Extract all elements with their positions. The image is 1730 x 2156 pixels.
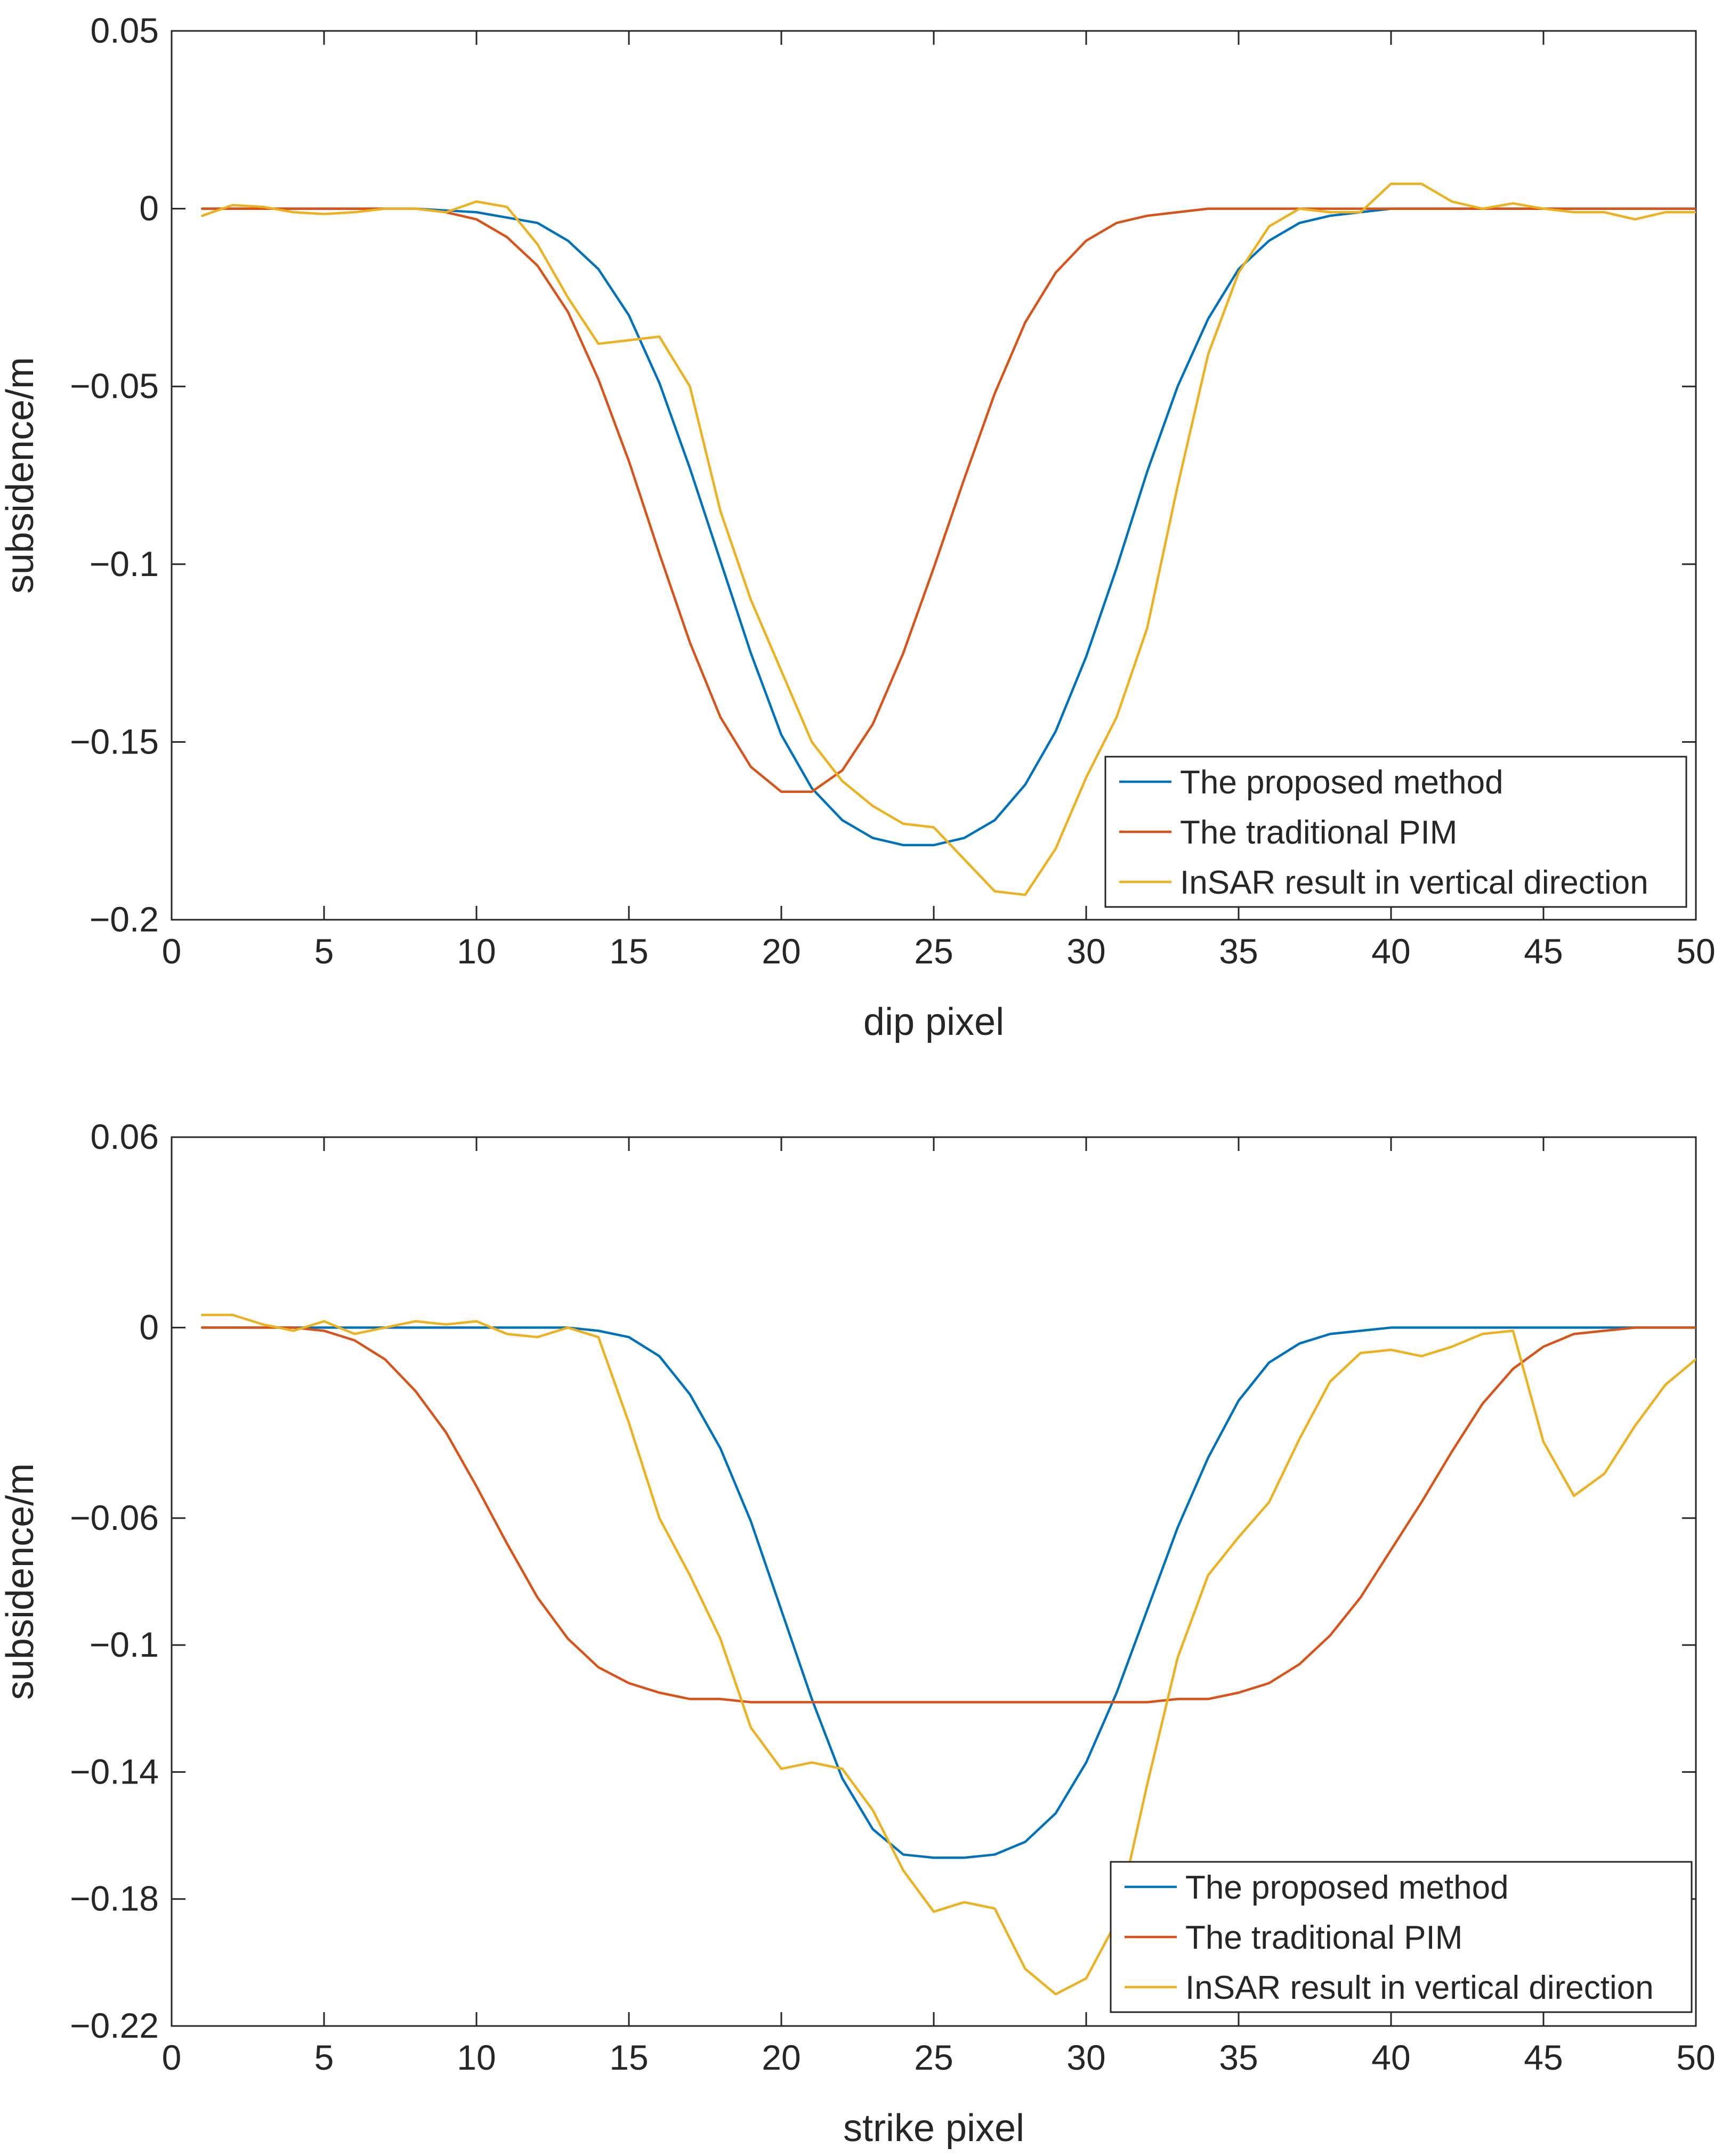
x-tick-label: 25 [914, 2038, 953, 2077]
x-tick-label: 0 [162, 2038, 182, 2077]
legend-entry-label: InSAR result in vertical direction [1180, 864, 1648, 901]
x-axis-label: strike pixel [843, 2107, 1024, 2150]
series-group [200, 1314, 1696, 1996]
x-tick-label: 5 [314, 2038, 334, 2077]
legend-entry-label: The proposed method [1180, 764, 1503, 801]
y-tick-label: 0.06 [91, 1117, 159, 1156]
x-tick-label: 0 [162, 931, 182, 971]
y-tick-label: −0.1 [90, 1625, 159, 1664]
y-tick-label: −0.2 [90, 899, 159, 939]
series-line-insar-vertical [200, 182, 1696, 896]
y-tick-label: −0.22 [70, 2006, 159, 2045]
y-tick-label: −0.14 [70, 1752, 159, 1791]
x-tick-label: 15 [609, 931, 648, 971]
y-axis-label: subsidence/m [0, 357, 42, 594]
legend-entry-label: InSAR result in vertical direction [1185, 1969, 1654, 2006]
y-tick-label: 0 [139, 189, 159, 228]
x-tick-label: 5 [314, 931, 334, 971]
y-tick-label: −0.05 [70, 366, 159, 406]
x-tick-label: 20 [762, 2038, 801, 2077]
x-tick-label: 15 [609, 2038, 648, 2077]
legend: The proposed method The traditional PIM In… [1104, 756, 1687, 908]
x-tick-label: 40 [1371, 2038, 1410, 2077]
legend-box [1104, 756, 1687, 908]
series-line-insar-vertical [200, 1314, 1696, 1996]
x-tick-label: 45 [1524, 2038, 1563, 2077]
x-tick-label: 10 [457, 2038, 496, 2077]
x-tick-label: 10 [457, 931, 496, 971]
x-tick-label: 25 [914, 931, 953, 971]
x-tick-label: 45 [1524, 931, 1563, 971]
strike-profile-chart: 0 5 10 15 20 25 30 35 40 45 50 0.06 0 −0.06 −0.1 −0.14 −… [0, 1117, 1716, 2150]
x-tick-label: 30 [1066, 2038, 1105, 2077]
y-tick-label: −0.18 [70, 1879, 159, 1918]
y-axis-label: subsidence/m [0, 1463, 42, 1700]
y-tick-label: −0.15 [70, 722, 159, 761]
x-tick-label: 50 [1676, 2038, 1715, 2077]
legend-entry-label: The proposed method [1185, 1869, 1509, 1906]
series-line-traditional-pim [200, 207, 1696, 793]
x-tick-label: 50 [1676, 931, 1715, 971]
dip-profile-chart: 0 5 10 15 20 25 30 35 40 45 50 0.05 0 −0.05 −0.1 −0.15 −… [0, 11, 1716, 1043]
y-tick-label: −0.06 [70, 1498, 159, 1537]
series-group [200, 182, 1696, 896]
x-axis-label: dip pixel [863, 1001, 1004, 1043]
x-tick-label: 35 [1219, 2038, 1258, 2077]
legend-box [1110, 1861, 1693, 2013]
legend-entry-label: The traditional PIM [1185, 1919, 1462, 1956]
x-tick-label: 35 [1219, 931, 1258, 971]
y-tick-label: −0.1 [90, 544, 159, 583]
x-tick-label: 20 [762, 931, 801, 971]
y-tick-label: 0.05 [91, 11, 159, 50]
x-tick-label: 40 [1371, 931, 1410, 971]
series-line-proposed-method [200, 1326, 1696, 1859]
series-line-traditional-pim [200, 1326, 1696, 1704]
x-tick-label: 30 [1066, 931, 1105, 971]
y-tick-label: 0 [139, 1307, 159, 1347]
legend: The proposed method The traditional PIM In… [1110, 1861, 1693, 2013]
legend-entry-label: The traditional PIM [1180, 814, 1457, 851]
